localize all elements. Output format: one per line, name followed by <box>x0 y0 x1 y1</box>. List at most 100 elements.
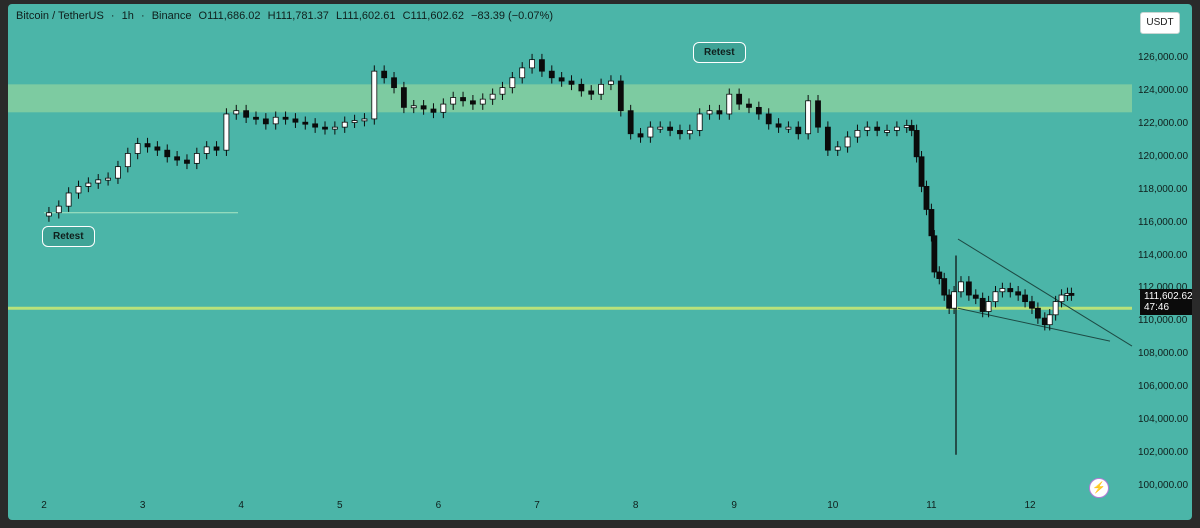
candle-down <box>312 123 319 128</box>
candle-up <box>903 125 910 128</box>
exchange-label: Binance <box>151 10 192 22</box>
candle-up <box>864 126 871 131</box>
price-tick-label: 112,000.00 <box>1138 282 1188 294</box>
price-tick-label: 102,000.00 <box>1138 447 1189 459</box>
candle-down <box>1029 301 1035 309</box>
time-tick-label: 8 <box>632 500 639 511</box>
candle-down <box>1007 288 1014 293</box>
candle-up <box>55 205 62 214</box>
separator: · <box>140 10 145 22</box>
close-value: C111,602.62 <box>402 10 464 22</box>
price-tick-label: 114,000.00 <box>1138 249 1188 261</box>
price-tick-label: 120,000.00 <box>1138 150 1189 162</box>
time-tick-label: 10 <box>827 500 839 511</box>
candle-up <box>985 301 992 312</box>
candle-down <box>755 106 762 115</box>
candle-down <box>243 110 250 118</box>
candle-up <box>844 136 851 148</box>
candle-down <box>391 77 397 89</box>
candle-down <box>164 149 171 158</box>
candle-up <box>450 97 457 105</box>
currency-button[interactable]: USDT <box>1140 12 1180 34</box>
candle-down <box>1068 292 1075 296</box>
price-tick-label: 124,000.00 <box>1138 84 1189 96</box>
candle-up <box>1052 301 1059 316</box>
chart-area[interactable]: Bitcoin / TetherUS · 1h · Binance O111,6… <box>8 4 1192 520</box>
candle-down <box>965 281 972 296</box>
candle-up <box>331 126 338 130</box>
retest-callout-left[interactable]: Retest <box>42 226 95 247</box>
price-tick-label: 116,000.00 <box>1138 216 1188 228</box>
candle-down <box>420 105 427 110</box>
separator: · <box>110 10 115 22</box>
candle-up <box>341 121 348 128</box>
candle-down <box>677 130 683 135</box>
candle-up <box>410 105 417 109</box>
candle-down <box>1034 307 1041 319</box>
candle-up <box>1058 294 1065 303</box>
candle-down <box>979 297 986 312</box>
symbol-header: Bitcoin / TetherUS · 1h · Binance O111,6… <box>16 10 557 22</box>
candle-up <box>499 87 506 95</box>
time-tick-label: 6 <box>435 500 442 511</box>
price-tick-label: 126,000.00 <box>1138 52 1189 63</box>
candle-down <box>928 209 935 237</box>
candle-down <box>253 116 259 120</box>
time-tick-label: 3 <box>139 500 146 511</box>
candle-down <box>667 126 674 131</box>
candle-down <box>1041 317 1048 326</box>
candle-down <box>460 97 466 102</box>
lightning-icon[interactable]: ⚡ <box>1089 478 1109 498</box>
candle-down <box>941 278 948 296</box>
candle-up <box>105 177 111 181</box>
candle-down <box>736 93 743 105</box>
time-tick-label: 4 <box>238 500 244 511</box>
price-tick-label: 110,000.00 <box>1138 315 1188 327</box>
candle-up <box>233 110 240 115</box>
candle-up <box>598 83 604 95</box>
candle-up <box>893 126 900 131</box>
retest-callout-top[interactable]: Retest <box>693 42 746 63</box>
candle-down <box>262 118 269 125</box>
candle-up <box>361 118 368 122</box>
candle-down <box>154 146 161 151</box>
high-value: H111,781.37 <box>267 10 329 22</box>
candle-up <box>489 93 496 100</box>
open-value: O111,686.02 <box>198 10 261 22</box>
time-tick-label: 12 <box>1024 500 1036 511</box>
candle-down <box>946 294 953 309</box>
price-tick-label: 108,000.00 <box>1138 348 1189 360</box>
candle-up <box>85 182 92 187</box>
low-value: L111,602.61 <box>336 10 396 22</box>
candle-down <box>795 126 802 135</box>
candle-down <box>184 159 190 164</box>
price-tick-label: 106,000.00 <box>1138 381 1189 393</box>
candle-up <box>854 130 861 138</box>
current-price-tag: 111,602.62 47:46 <box>1140 289 1192 315</box>
price-plot[interactable] <box>8 4 1192 520</box>
time-tick-label: 2 <box>41 500 47 511</box>
candle-up <box>686 130 693 135</box>
candle-down <box>923 185 930 210</box>
time-tick-label: 5 <box>337 500 343 511</box>
candle-up <box>706 110 713 115</box>
candle-down <box>627 110 634 135</box>
candle-up <box>958 281 964 293</box>
change-value: −83.39 (−0.07%) <box>471 10 553 22</box>
candle-down <box>716 110 723 115</box>
candle-down <box>617 80 624 112</box>
candle-down <box>824 126 831 151</box>
candle-up <box>351 120 358 123</box>
candle-down <box>568 80 575 85</box>
candle-up <box>223 113 230 151</box>
candle-up <box>657 126 664 130</box>
candle-down <box>302 121 309 125</box>
wedge-upper-line <box>957 238 1133 347</box>
candle-down <box>765 113 772 125</box>
candle-up <box>608 80 614 85</box>
candle-up <box>726 93 733 115</box>
candle-down <box>174 156 181 161</box>
candle-up <box>124 153 131 168</box>
candle-up <box>371 70 378 120</box>
candle-up <box>519 67 526 79</box>
